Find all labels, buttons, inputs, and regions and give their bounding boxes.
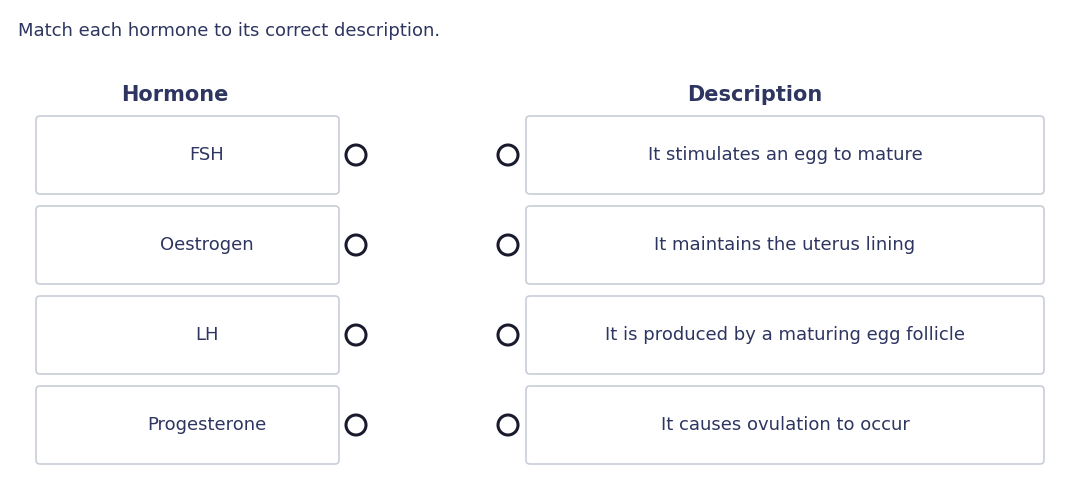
FancyBboxPatch shape [527, 206, 1045, 284]
Text: Hormone: Hormone [122, 85, 229, 105]
Ellipse shape [346, 415, 366, 435]
FancyBboxPatch shape [527, 386, 1045, 464]
FancyBboxPatch shape [36, 296, 339, 374]
Text: LH: LH [195, 326, 219, 344]
FancyBboxPatch shape [36, 206, 339, 284]
Text: It is produced by a maturing egg follicle: It is produced by a maturing egg follicl… [604, 326, 965, 344]
Text: Description: Description [688, 85, 822, 105]
FancyBboxPatch shape [36, 386, 339, 464]
Text: Progesterone: Progesterone [147, 416, 266, 434]
Ellipse shape [498, 145, 518, 165]
Ellipse shape [498, 325, 518, 345]
FancyBboxPatch shape [36, 116, 339, 194]
FancyBboxPatch shape [527, 296, 1045, 374]
Ellipse shape [498, 235, 518, 255]
Ellipse shape [498, 415, 518, 435]
Text: It stimulates an egg to mature: It stimulates an egg to mature [647, 146, 923, 164]
Text: Match each hormone to its correct description.: Match each hormone to its correct descri… [18, 22, 440, 40]
Ellipse shape [346, 235, 366, 255]
Text: Oestrogen: Oestrogen [160, 236, 253, 254]
Ellipse shape [346, 325, 366, 345]
Text: It causes ovulation to occur: It causes ovulation to occur [661, 416, 910, 434]
FancyBboxPatch shape [527, 116, 1045, 194]
Ellipse shape [346, 145, 366, 165]
Text: FSH: FSH [189, 146, 224, 164]
Text: It maintains the uterus lining: It maintains the uterus lining [655, 236, 915, 254]
